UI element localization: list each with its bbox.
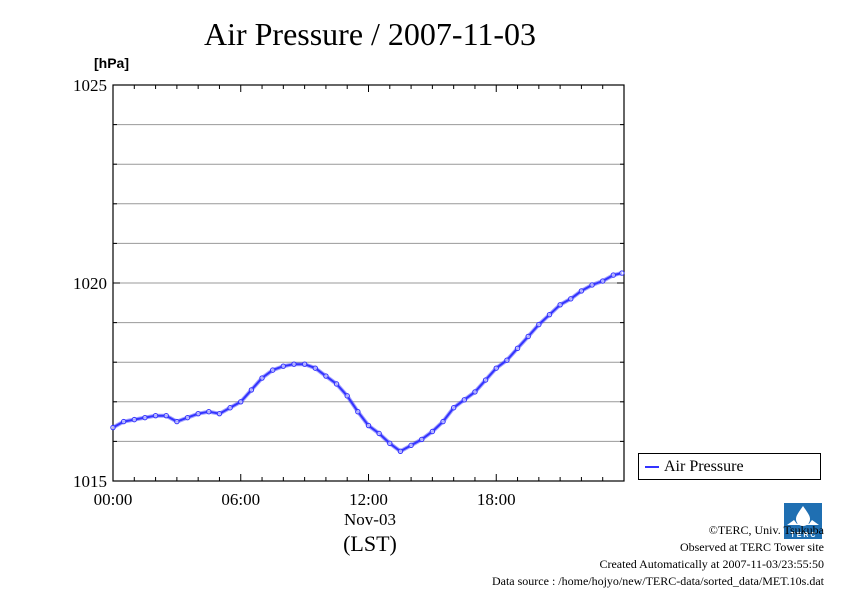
data-point xyxy=(355,409,361,415)
data-point xyxy=(450,405,457,411)
chart-title: Air Pressure / 2007-11-03 xyxy=(203,16,537,52)
data-point xyxy=(174,418,180,425)
x-timezone-label: (LST) xyxy=(343,531,397,556)
svg-text:T E R C: T E R C xyxy=(791,532,816,539)
data-point xyxy=(152,412,159,419)
data-point xyxy=(397,448,404,454)
data-point xyxy=(365,422,372,429)
data-point xyxy=(163,412,169,419)
data-point xyxy=(408,442,414,449)
legend-swatch-air-pressure xyxy=(645,461,659,473)
y-tick-label: 1020 xyxy=(73,274,107,293)
credit-copyright: ©TERC, Univ. Tsukuba xyxy=(708,523,824,537)
data-point xyxy=(269,367,276,373)
x-tick-label: 18:00 xyxy=(477,490,516,509)
data-point xyxy=(280,363,287,369)
data-point xyxy=(131,416,137,423)
data-point xyxy=(493,365,499,371)
data-point xyxy=(344,393,350,399)
data-point xyxy=(387,440,393,447)
y-tick-label: 1025 xyxy=(73,76,107,95)
data-point xyxy=(259,375,265,381)
credit-source: Data source : /home/hojyo/new/TERC-data/… xyxy=(491,574,824,588)
data-point xyxy=(216,410,223,417)
data-point xyxy=(206,409,212,415)
data-point xyxy=(333,381,340,387)
credit-observed: Observed at TERC Tower site xyxy=(679,540,824,554)
y-tick-label: 1015 xyxy=(73,472,107,491)
data-point xyxy=(610,272,617,278)
y-unit-label: [hPa] xyxy=(94,55,129,71)
data-point xyxy=(312,365,318,371)
data-point xyxy=(440,418,446,425)
data-point xyxy=(227,405,233,411)
credit-created: Created Automatically at 2007-11-03/23:5… xyxy=(599,557,824,571)
data-point xyxy=(536,321,542,328)
data-point xyxy=(429,428,436,435)
legend: Air Pressure xyxy=(638,453,821,480)
data-point xyxy=(557,302,563,308)
data-point xyxy=(482,377,489,383)
data-point xyxy=(301,361,308,367)
data-point xyxy=(376,430,382,437)
data-point xyxy=(419,436,425,443)
data-point xyxy=(525,333,531,340)
data-point xyxy=(323,373,329,379)
data-point xyxy=(472,389,478,395)
x-date-label: Nov-03 xyxy=(344,510,396,529)
data-point xyxy=(184,414,191,421)
data-point xyxy=(514,345,521,352)
data-point xyxy=(120,418,127,425)
data-point xyxy=(461,397,468,403)
x-tick-label: 00:00 xyxy=(94,490,133,509)
data-point xyxy=(589,282,595,288)
data-point xyxy=(110,424,116,431)
legend-label-air-pressure: Air Pressure xyxy=(664,457,744,475)
data-point xyxy=(248,387,255,393)
data-point xyxy=(142,414,148,421)
data-point xyxy=(600,278,606,284)
data-point xyxy=(546,311,553,318)
x-tick-label: 06:00 xyxy=(221,490,260,509)
data-point xyxy=(504,357,510,363)
x-tick-label: 12:00 xyxy=(349,490,388,509)
data-point xyxy=(291,361,297,367)
terc-logo: T E R C xyxy=(784,503,822,539)
data-point xyxy=(568,296,574,302)
data-point xyxy=(619,270,625,276)
data-point xyxy=(238,399,244,405)
data-point xyxy=(578,288,585,294)
data-point xyxy=(195,410,201,417)
